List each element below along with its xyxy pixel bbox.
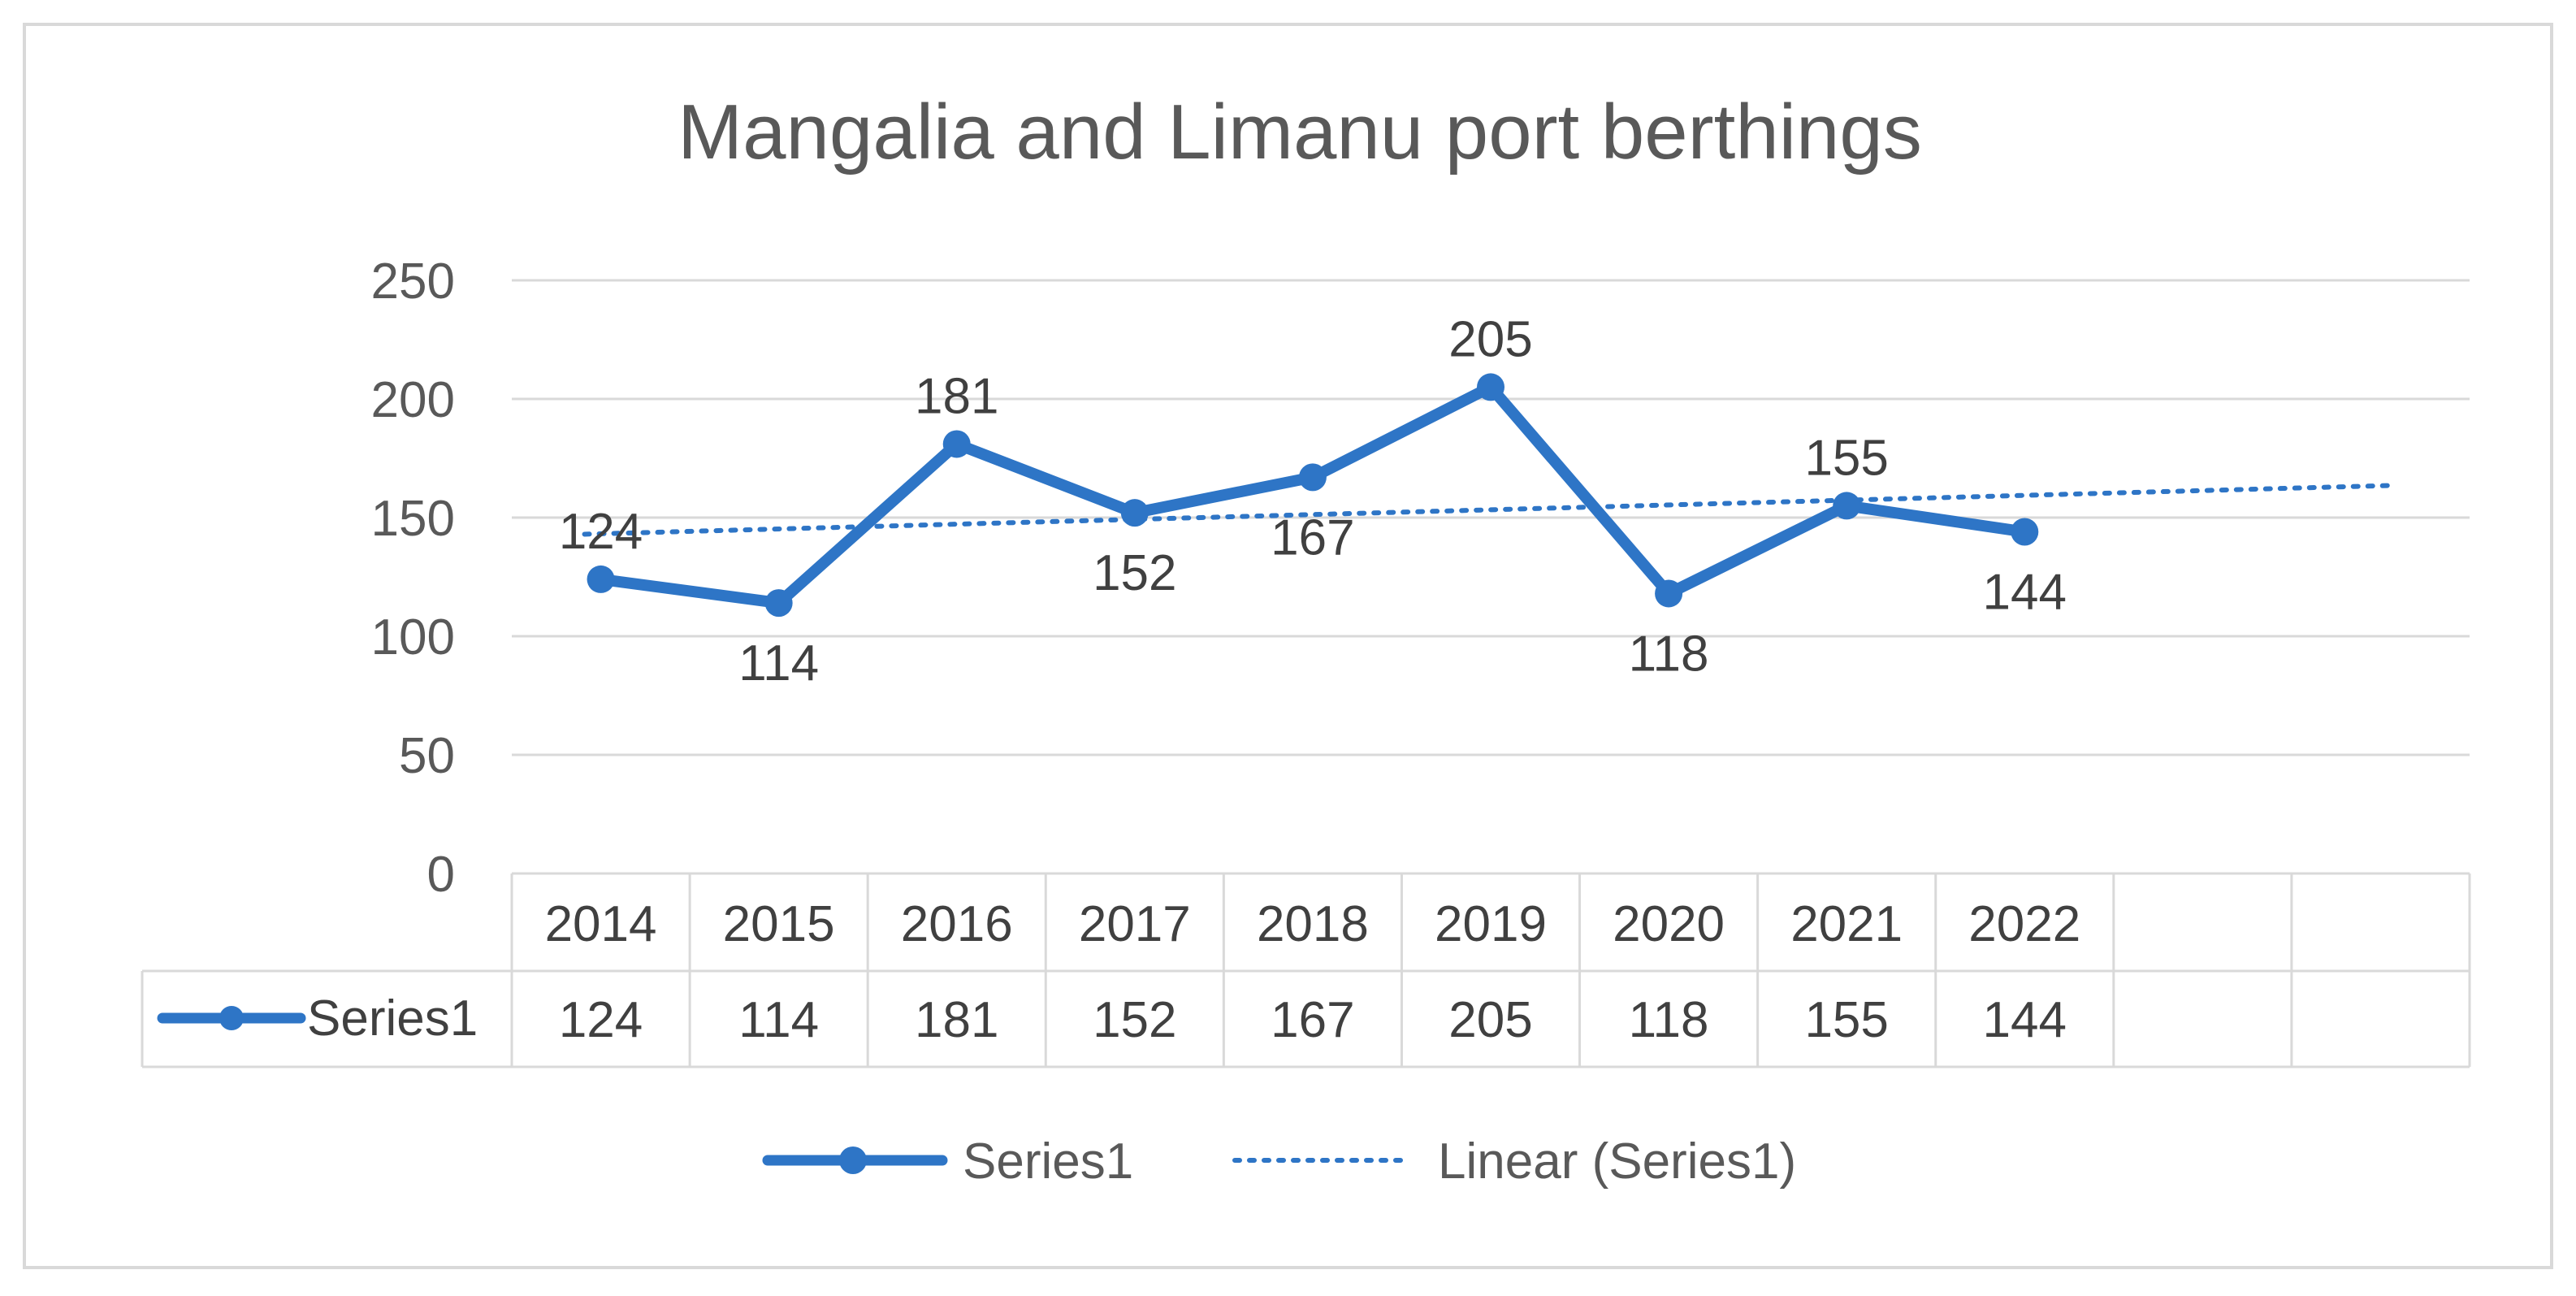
table-value-cell: 155 (1804, 992, 1888, 1048)
series1-marker (764, 589, 793, 618)
x-category-label: 2016 (901, 896, 1013, 952)
legend-trendline-label: Linear (Series1) (1438, 1133, 1796, 1190)
y-tick-label: 100 (371, 609, 455, 665)
legend: Series1 Linear (Series1) (762, 1133, 1796, 1190)
x-category-label: 2017 (1079, 896, 1191, 952)
table-value-cell: 114 (738, 992, 819, 1048)
table-value-cell: 124 (559, 992, 643, 1048)
data-label: 181 (915, 368, 998, 424)
series1-marker (942, 430, 971, 458)
y-tick-label: 150 (371, 491, 455, 547)
data-label: 144 (1983, 565, 2067, 621)
table-value-cell: 144 (1983, 992, 2067, 1048)
gridlines (512, 279, 2470, 756)
y-tick-label: 0 (427, 847, 455, 903)
x-category-label: 2021 (1790, 896, 1903, 952)
series1-marker (1477, 373, 1504, 401)
table-legend-key-marker (219, 1006, 244, 1030)
series1-marker (2011, 518, 2039, 546)
series1-marker (1120, 499, 1149, 527)
x-category-label: 2022 (1968, 896, 2080, 952)
table-legend-key-label: Series1 (307, 990, 478, 1047)
trendline (582, 483, 2391, 537)
data-labels: 124 114 181 152 167 205 118 155 144 (559, 311, 2067, 691)
data-label: 118 (1629, 626, 1709, 682)
table-value-cell: 205 (1448, 992, 1532, 1048)
table-value-cell: 181 (915, 992, 998, 1048)
data-label: 155 (1804, 430, 1888, 486)
data-label: 114 (738, 635, 819, 691)
y-tick-label: 250 (371, 254, 455, 310)
y-tick-label: 50 (399, 728, 455, 784)
y-axis: 0 50 100 150 200 250 (371, 254, 455, 903)
data-label: 124 (559, 504, 643, 560)
y-tick-label: 200 (371, 372, 455, 428)
data-label: 167 (1271, 509, 1354, 566)
data-label: 152 (1093, 545, 1176, 601)
table-value-cell: 152 (1093, 992, 1176, 1048)
series1-marker (1833, 492, 1861, 520)
data-table: 2014 2015 2016 2017 2018 2019 2020 2021 2022 124 1… (141, 872, 2471, 1068)
x-category-label: 2018 (1257, 896, 1369, 952)
trendline-layer (582, 483, 2391, 537)
chart-title: Mangalia and Limanu port berthings (678, 89, 1922, 176)
table-value-cell: 167 (1271, 992, 1354, 1048)
series1-marker (587, 565, 615, 593)
x-category-label: 2014 (545, 896, 657, 952)
table-value-cell: 118 (1629, 992, 1709, 1048)
chart-frame (23, 23, 2553, 1269)
data-label: 205 (1448, 311, 1532, 367)
x-category-label: 2020 (1613, 896, 1725, 952)
series1-marker (1655, 579, 1683, 608)
series1-marker (1298, 463, 1327, 492)
x-category-label: 2015 (723, 896, 835, 952)
legend-series1-label: Series1 (963, 1133, 1133, 1190)
x-category-label: 2019 (1435, 896, 1547, 952)
series-layer (587, 373, 2039, 618)
legend-series1-marker (839, 1146, 867, 1174)
